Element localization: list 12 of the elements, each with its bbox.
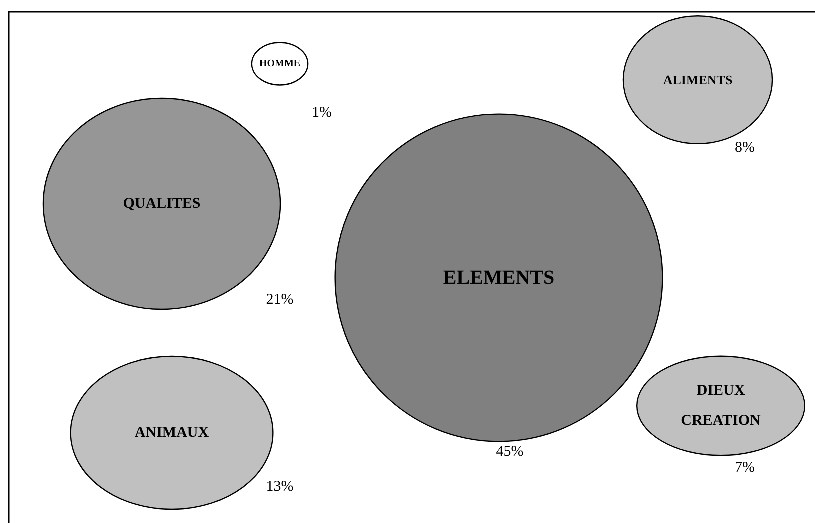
category-label: ALIMENTS bbox=[663, 72, 733, 88]
data-label: 21% bbox=[266, 292, 294, 308]
data-label: 7% bbox=[735, 460, 755, 476]
data-label: 1% bbox=[312, 105, 332, 121]
category-label: DIEUX CREATION bbox=[681, 383, 762, 429]
data-label: 45% bbox=[496, 444, 524, 460]
data-label: 8% bbox=[735, 140, 755, 156]
category-label: ANIMAUX bbox=[134, 425, 210, 441]
category-label: ELEMENTS bbox=[443, 267, 555, 289]
category-label: QUALITES bbox=[123, 196, 201, 212]
category-label: HOMME bbox=[259, 58, 301, 70]
data-label: 13% bbox=[266, 479, 294, 495]
